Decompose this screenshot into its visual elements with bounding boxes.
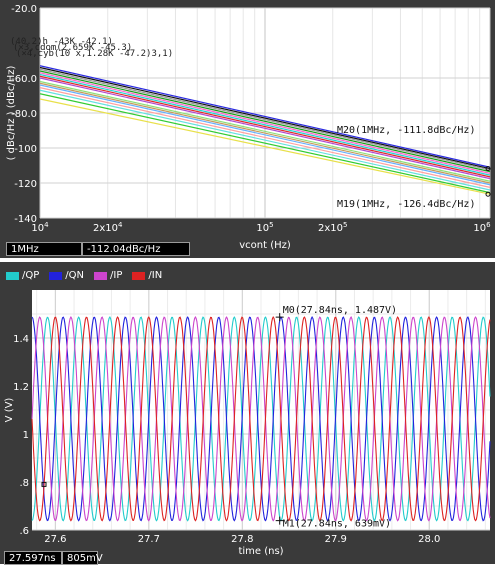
x-tick-label: 105 — [256, 221, 273, 234]
legend-swatch-qn — [49, 271, 63, 280]
noise-curve — [39, 98, 491, 195]
legend-item-ip[interactable]: /IP — [94, 270, 122, 281]
x-tick-label: 27.7 — [138, 534, 160, 545]
marker-label-m0: M0(27.84ns, 1.487V) — [283, 305, 397, 316]
cursor-y-value: -112.04dBc/Hz — [82, 242, 190, 256]
legend-label-ip: /IP — [110, 270, 123, 281]
y-tick-label: .8 — [19, 478, 29, 489]
y-tick-label: -20.0 — [11, 4, 37, 15]
y-tick-label: 1.4 — [13, 334, 29, 345]
x-tick-label: 106 — [473, 221, 491, 234]
noise-curve — [39, 72, 491, 174]
noise-plot-panel: (40.2)h -43K -42.1) (×3,cdom(2.659K -45.3… — [0, 0, 495, 258]
y-tick-label: 1 — [23, 430, 29, 441]
legend: /QP /QN /IP /IN — [6, 270, 162, 281]
noise-curve — [39, 77, 491, 180]
x-axis-title: vcont (Hz) — [239, 240, 291, 251]
marker-point-m19 — [485, 191, 491, 197]
y-tick-label: 1.2 — [13, 382, 29, 393]
y-tick-label: -120 — [14, 179, 37, 190]
cursor-readout-2: 27.597ns 805mV — [4, 551, 103, 565]
noise-curve — [39, 93, 491, 194]
noise-curve — [39, 68, 491, 171]
x-tick-label: 104 — [31, 221, 49, 234]
legend-label-qn: /QN — [65, 270, 85, 281]
waveform-in — [31, 316, 491, 522]
x-tick-label: 27.8 — [231, 534, 253, 545]
noise-curve — [39, 65, 491, 168]
transient-waveform-chart[interactable]: M0(27.84ns, 1.487V) M1(27.84ns, 639mV) .6.… — [0, 262, 495, 564]
legend-swatch-in — [132, 271, 146, 280]
phase-noise-chart[interactable]: (40.2)h -43K -42.1)(×3,cdom(2.659K -45.3… — [0, 0, 495, 258]
y-axis-title: ( dBc/Hz ) (dBc/Hz) — [6, 65, 17, 160]
overlapping-marker-label: (40.2)h -43K -42.1) — [10, 37, 113, 47]
x-tick-label: 27.9 — [325, 534, 347, 545]
waveform-qp — [31, 316, 491, 522]
marker-cross-m0 — [275, 313, 284, 322]
noise-curve — [39, 84, 491, 186]
legend-item-qn[interactable]: /QN — [49, 270, 84, 281]
marker-label-m20: M20(1MHz, -111.8dBc/Hz) — [337, 125, 475, 136]
x-axis-title: time (ns) — [238, 546, 283, 557]
legend-label-qp: /QP — [22, 270, 40, 281]
cursor-marker — [41, 481, 47, 487]
cursor-readout: 1MHz -112.04dBc/Hz — [6, 242, 190, 256]
marker-label-m1: M1(27.84ns, 639mV) — [283, 519, 391, 530]
y-tick-label: -80.0 — [11, 109, 37, 120]
waveform-plot-panel: M0(27.84ns, 1.487V) M1(27.84ns, 639mV) .6.… — [0, 262, 495, 565]
waveform-qn — [31, 316, 491, 522]
y-axis-title: V (V) — [4, 398, 15, 423]
cursor-voltage-value: 805mV — [62, 551, 103, 565]
y-tick-label: -60.0 — [11, 74, 37, 85]
noise-curve — [39, 73, 491, 176]
noise-curve — [39, 66, 491, 170]
noise-curve — [39, 82, 491, 184]
overlapping-marker-label: (×3,cdom(2.659K -45.3) — [13, 43, 132, 53]
cursor-time-value: 27.597ns — [4, 551, 62, 565]
cursor-x-value: 1MHz — [6, 242, 82, 256]
noise-curve — [39, 80, 491, 182]
x-tick-label: 2x105 — [318, 221, 347, 234]
waveform-ip — [31, 316, 491, 522]
noise-curve — [39, 89, 491, 191]
x-tick-label: 2x104 — [93, 221, 123, 234]
x-tick-label: 28.0 — [418, 534, 440, 545]
overlapping-marker-label: (×4,cyb(10 x,1.28K -47.2)3,1) — [16, 49, 173, 59]
legend-swatch-qp — [6, 271, 19, 280]
y-tick-label: -100 — [14, 144, 37, 155]
legend-swatch-ip — [94, 271, 108, 280]
marker-cross-m1 — [275, 516, 284, 525]
marker-point-m20 — [485, 166, 491, 172]
noise-curve — [39, 70, 491, 173]
legend-item-qp[interactable]: /QP — [6, 270, 39, 281]
noise-curve — [39, 87, 491, 188]
noise-curve — [39, 75, 491, 178]
legend-item-in[interactable]: /IN — [132, 270, 162, 281]
y-tick-label: -140 — [14, 214, 37, 225]
legend-label-in: /IN — [148, 270, 163, 281]
marker-label-m19: M19(1MHz, -126.4dBc/Hz) — [337, 199, 475, 210]
y-tick-label: .6 — [19, 526, 29, 537]
x-tick-label: 27.6 — [44, 534, 66, 545]
